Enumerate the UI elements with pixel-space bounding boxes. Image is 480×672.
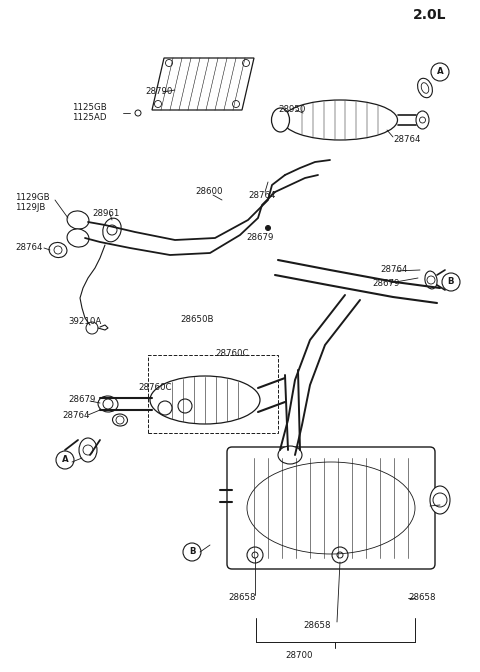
Text: 28679: 28679 xyxy=(246,233,274,243)
Text: 1129JB: 1129JB xyxy=(15,202,46,212)
Ellipse shape xyxy=(49,243,67,257)
Ellipse shape xyxy=(79,438,97,462)
Polygon shape xyxy=(152,58,254,110)
Ellipse shape xyxy=(150,376,260,424)
Text: 28658: 28658 xyxy=(408,593,435,603)
Ellipse shape xyxy=(98,396,118,412)
Text: 28760C: 28760C xyxy=(138,384,171,392)
Text: 1129GB: 1129GB xyxy=(15,192,49,202)
Text: A: A xyxy=(62,456,68,464)
Ellipse shape xyxy=(67,229,89,247)
Text: 2.0L: 2.0L xyxy=(413,8,446,22)
Text: 28658: 28658 xyxy=(303,620,331,630)
Ellipse shape xyxy=(421,83,429,93)
Text: 28764: 28764 xyxy=(380,265,408,274)
Ellipse shape xyxy=(283,100,397,140)
Text: 28950: 28950 xyxy=(278,106,305,114)
Text: 28764: 28764 xyxy=(248,190,276,200)
Ellipse shape xyxy=(103,218,121,242)
Text: 28764: 28764 xyxy=(62,411,89,421)
Ellipse shape xyxy=(278,446,302,464)
Text: 1125GB: 1125GB xyxy=(72,103,107,112)
Text: 1125AD: 1125AD xyxy=(72,114,107,122)
Text: B: B xyxy=(189,548,195,556)
Text: 28961: 28961 xyxy=(92,208,120,218)
Text: 28790: 28790 xyxy=(145,87,172,97)
Text: 28760C: 28760C xyxy=(215,349,249,358)
Text: B: B xyxy=(448,278,454,286)
FancyBboxPatch shape xyxy=(227,447,435,569)
Text: 28764: 28764 xyxy=(393,136,420,144)
Text: 28679: 28679 xyxy=(68,396,96,405)
Ellipse shape xyxy=(112,414,128,426)
Text: 28650B: 28650B xyxy=(180,315,214,325)
Circle shape xyxy=(265,226,271,230)
Ellipse shape xyxy=(430,486,450,514)
Ellipse shape xyxy=(67,211,89,229)
Text: 28700: 28700 xyxy=(285,651,312,661)
Text: 28679: 28679 xyxy=(372,280,399,288)
Ellipse shape xyxy=(425,271,437,289)
Text: A: A xyxy=(437,67,444,77)
Text: 28764: 28764 xyxy=(15,243,43,253)
Text: 28658: 28658 xyxy=(228,593,255,603)
Text: 39210A: 39210A xyxy=(68,317,101,327)
Ellipse shape xyxy=(247,462,415,554)
Bar xyxy=(148,355,278,433)
Ellipse shape xyxy=(418,79,432,97)
Text: 28600: 28600 xyxy=(195,187,223,196)
Ellipse shape xyxy=(272,108,289,132)
Ellipse shape xyxy=(416,111,429,129)
